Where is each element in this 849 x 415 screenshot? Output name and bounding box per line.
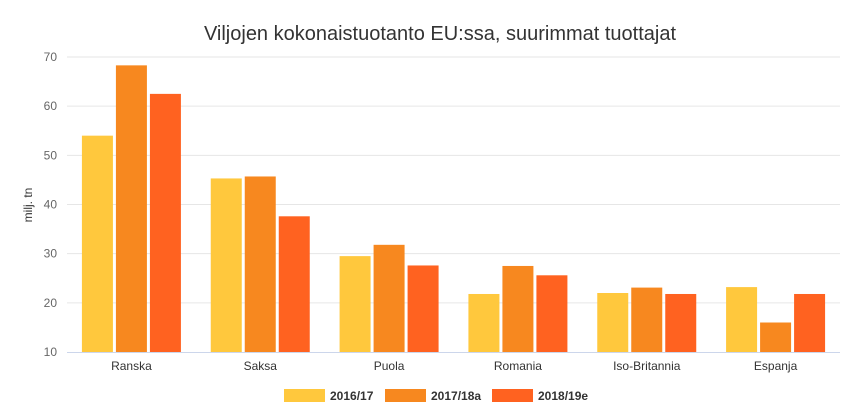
gridlines bbox=[67, 56, 840, 304]
y-axis-label: milj. tn bbox=[21, 188, 35, 223]
legend-item[interactable]: 2017/18a bbox=[385, 389, 481, 403]
bar bbox=[597, 293, 629, 352]
y-tick-label: 30 bbox=[44, 247, 58, 261]
bar bbox=[373, 244, 405, 352]
bar bbox=[726, 287, 758, 352]
x-tick-label: Ranska bbox=[111, 359, 152, 373]
legend-label: 2016/17 bbox=[330, 389, 374, 403]
y-tick-label: 10 bbox=[44, 345, 58, 359]
bar bbox=[468, 293, 500, 352]
bar bbox=[794, 293, 826, 352]
y-tick-label: 50 bbox=[44, 148, 58, 162]
bar bbox=[407, 265, 439, 352]
legend-item[interactable]: 2018/19e bbox=[492, 389, 588, 403]
legend-label: 2018/19e bbox=[538, 389, 588, 403]
bar bbox=[244, 176, 276, 352]
legend-label: 2017/18a bbox=[431, 389, 481, 403]
x-tick-label: Espanja bbox=[754, 359, 798, 373]
y-tick-label: 60 bbox=[44, 99, 58, 113]
legend-swatch bbox=[385, 389, 426, 402]
y-tick-label: 20 bbox=[44, 296, 58, 310]
bar bbox=[81, 135, 113, 352]
bar bbox=[339, 256, 371, 352]
bar bbox=[502, 265, 534, 352]
bar bbox=[278, 216, 310, 352]
legend-swatch bbox=[492, 389, 533, 402]
y-tick-label: 70 bbox=[44, 50, 58, 64]
legend-swatch bbox=[284, 389, 325, 402]
bar bbox=[149, 93, 181, 352]
legend[interactable]: 2016/17 2017/18a 2018/19e bbox=[284, 389, 588, 403]
bar bbox=[536, 275, 568, 352]
bar bbox=[760, 322, 792, 352]
chart-title: Viljojen kokonaistuotanto EU:ssa, suurim… bbox=[204, 23, 677, 45]
x-tick-label: Saksa bbox=[244, 359, 278, 373]
x-tick-label: Puola bbox=[374, 359, 405, 373]
x-tick-label: Romania bbox=[494, 359, 542, 373]
bar bbox=[665, 293, 697, 352]
bars bbox=[81, 65, 826, 352]
x-axis-ticks: Ranska Saksa Puola Romania Iso-Britannia Espa… bbox=[111, 359, 798, 373]
bar bbox=[115, 65, 147, 352]
bar bbox=[631, 287, 663, 352]
x-tick-label: Iso-Britannia bbox=[613, 359, 681, 373]
y-axis-ticks: 10 20 30 40 50 60 70 bbox=[44, 50, 58, 359]
bar bbox=[210, 178, 242, 352]
legend-item[interactable]: 2016/17 bbox=[284, 389, 374, 403]
y-tick-label: 40 bbox=[44, 198, 58, 212]
